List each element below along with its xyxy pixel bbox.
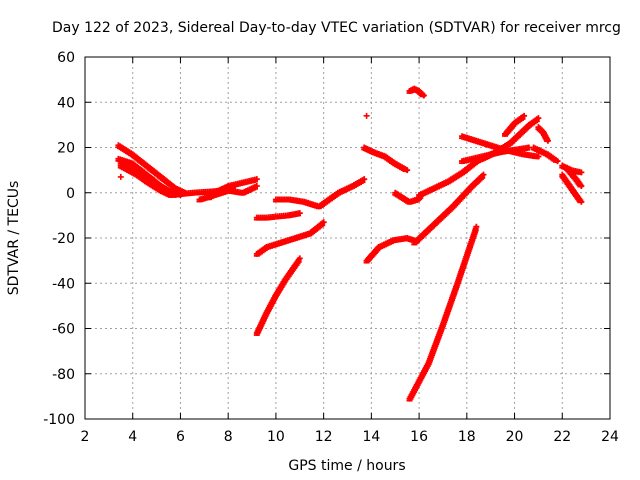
y-tick-label: 20	[57, 141, 75, 157]
isolated-data-point	[117, 173, 124, 180]
x-axis-label: GPS time / hours	[288, 458, 405, 474]
series-arc-13	[363, 235, 418, 264]
isolated-data-point	[363, 112, 370, 119]
data-point	[544, 137, 551, 144]
y-tick-label: 0	[66, 186, 75, 202]
x-tick-label: 14	[362, 429, 380, 445]
grid-layer	[85, 57, 610, 419]
series-arc-09	[253, 219, 327, 257]
x-tick-label: 22	[553, 429, 571, 445]
x-tick-label: 12	[315, 429, 333, 445]
series-arc-15	[406, 85, 427, 99]
y-tick-label: -40	[52, 276, 75, 292]
x-tick-label: 2	[81, 429, 90, 445]
series-arc-22	[502, 112, 528, 137]
y-tick-label: 60	[57, 50, 75, 66]
x-tick-label: 4	[128, 429, 137, 445]
x-tick-label: 16	[410, 429, 428, 445]
series-arc-21	[478, 115, 542, 162]
data-point	[420, 92, 427, 99]
data-point	[320, 219, 327, 226]
data-point	[296, 255, 303, 262]
axis-ticks-layer: 2 4 6 8 10 12 14 16 18 20 22 24-100-80-60-40-200204…	[43, 50, 619, 445]
data-point	[296, 210, 303, 217]
series-arc-12	[361, 144, 411, 174]
series-arc-27	[564, 164, 585, 189]
y-tick-label: -100	[43, 412, 75, 428]
data-point	[253, 176, 260, 183]
series-arc-24	[535, 124, 551, 144]
series-arc-11	[272, 176, 368, 210]
x-tick-label: 24	[601, 429, 619, 445]
y-tick-label: 40	[57, 95, 75, 111]
y-tick-label: -80	[52, 367, 75, 383]
data-point	[578, 182, 585, 189]
y-tick-label: -60	[52, 322, 75, 338]
data-point	[578, 169, 585, 176]
data-point	[361, 176, 368, 183]
data-point	[578, 198, 585, 205]
x-tick-label: 8	[224, 429, 233, 445]
series-arc-10	[253, 255, 303, 337]
data-point	[473, 223, 480, 230]
x-tick-label: 18	[458, 429, 476, 445]
x-tick-label: 20	[506, 429, 524, 445]
series-arc-08	[253, 210, 303, 221]
x-tick-label: 10	[267, 429, 285, 445]
chart-title: Day 122 of 2023, Sidereal Day-to-day VTE…	[52, 20, 621, 36]
series-arc-17	[411, 171, 487, 246]
y-axis-label: SDTVAR / TECUs	[6, 181, 22, 296]
data-point	[480, 171, 487, 178]
series-arc-26	[559, 171, 585, 205]
series-arc-23	[530, 144, 561, 165]
x-tick-label: 6	[176, 429, 185, 445]
data-points-layer	[115, 85, 585, 402]
series-arc-07	[196, 182, 260, 203]
data-point	[253, 182, 260, 189]
data-point	[521, 112, 528, 119]
data-point	[535, 153, 542, 160]
data-point	[404, 167, 411, 174]
y-tick-label: -20	[52, 231, 75, 247]
series-arc-16	[406, 223, 480, 402]
data-point	[554, 158, 561, 165]
data-point	[535, 115, 542, 122]
series-arc-04	[117, 160, 174, 199]
